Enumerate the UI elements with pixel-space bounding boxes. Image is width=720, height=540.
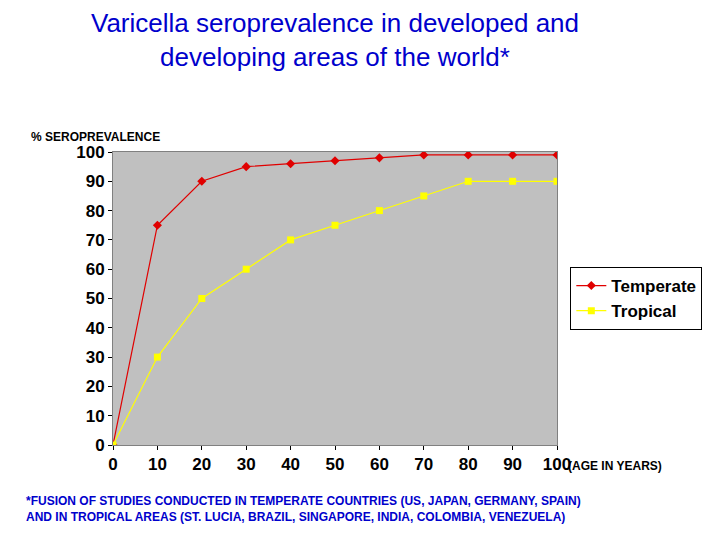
svg-text:90: 90	[503, 455, 522, 474]
svg-text:50: 50	[86, 289, 105, 308]
svg-text:90: 90	[86, 172, 105, 191]
svg-text:40: 40	[86, 319, 105, 338]
svg-text:60: 60	[370, 455, 389, 474]
svg-text:20: 20	[192, 455, 211, 474]
svg-text:100: 100	[543, 455, 571, 474]
svg-text:20: 20	[86, 377, 105, 396]
svg-text:30: 30	[86, 348, 105, 367]
svg-text:10: 10	[86, 407, 105, 426]
svg-text:Varicella seroprevalence in de: Varicella seroprevalence in developed an…	[91, 8, 579, 72]
svg-text:Tropical: Tropical	[611, 302, 676, 321]
svg-text:10: 10	[148, 455, 167, 474]
svg-text:Temperate: Temperate	[611, 277, 696, 296]
svg-text:40: 40	[281, 455, 300, 474]
svg-text:70: 70	[414, 455, 433, 474]
svg-text:*FUSION OF STUDIES CONDUCTED I: *FUSION OF STUDIES CONDUCTED IN TEMPERAT…	[26, 494, 581, 524]
svg-text:50: 50	[326, 455, 345, 474]
svg-text:0: 0	[108, 455, 117, 474]
svg-text:60: 60	[86, 260, 105, 279]
svg-text:70: 70	[86, 231, 105, 250]
svg-text:80: 80	[86, 202, 105, 221]
svg-text:30: 30	[237, 455, 256, 474]
svg-text:100: 100	[76, 143, 104, 162]
svg-text:(AGE IN YEARS): (AGE IN YEARS)	[568, 459, 662, 473]
svg-text:0: 0	[95, 436, 104, 455]
svg-text:% SEROPREVALENCE: % SEROPREVALENCE	[31, 130, 160, 144]
svg-text:80: 80	[459, 455, 478, 474]
